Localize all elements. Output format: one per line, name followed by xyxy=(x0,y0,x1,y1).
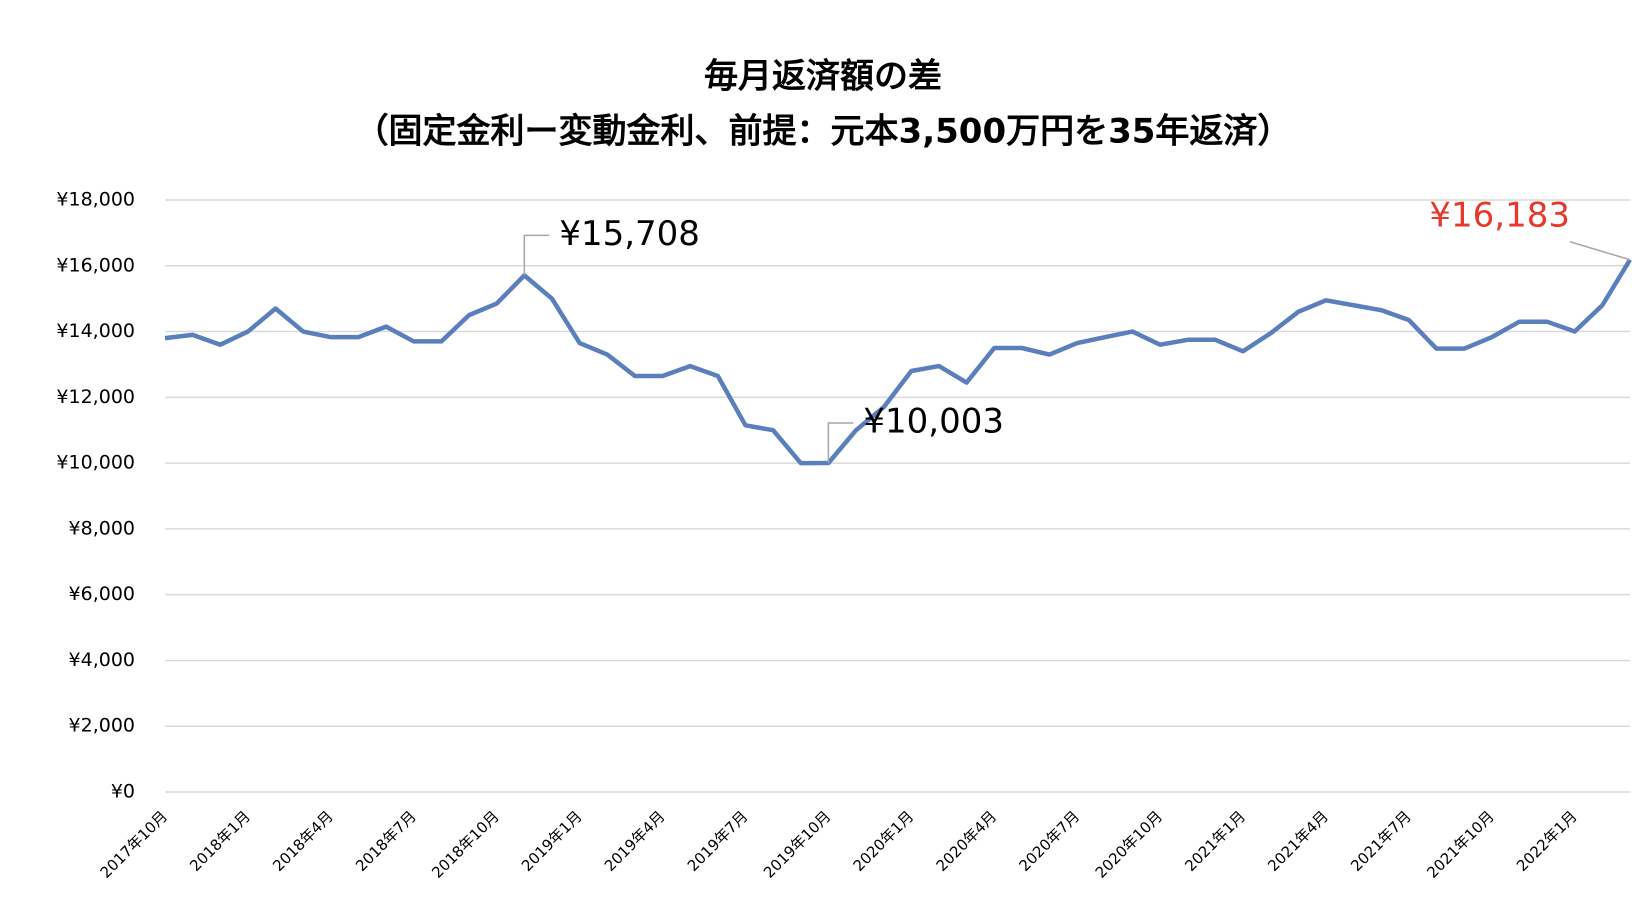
data-line xyxy=(164,258,1632,466)
y-tick-label: ¥0 xyxy=(111,781,135,803)
value-label: ¥16,183 xyxy=(1429,195,1570,235)
x-tick-label: 2019年7月 xyxy=(684,807,752,875)
x-tick-label: 2020年4月 xyxy=(933,807,1001,875)
x-tick-label: 2020年1月 xyxy=(850,807,918,875)
y-tick-label: ¥8,000 xyxy=(69,517,135,539)
x-tick-label: 2018年7月 xyxy=(352,807,420,875)
y-tick-label: ¥6,000 xyxy=(69,583,135,605)
x-tick-label: 2020年10月 xyxy=(1092,807,1166,881)
x-tick-label: 2019年10月 xyxy=(760,807,834,881)
chart-subtitle: （固定金利ー変動金利、前提：元本3,500万円を35年返済） xyxy=(355,112,1292,152)
leader-line xyxy=(827,422,854,464)
x-tick-label: 2017年10月 xyxy=(97,807,171,881)
value-label: ¥15,708 xyxy=(559,214,700,254)
x-tick-label: 2018年4月 xyxy=(269,807,337,875)
chart-title: 毎月返済額の差 xyxy=(704,57,942,97)
x-tick-label: 2018年10月 xyxy=(428,807,502,881)
x-tick-label: 2021年10月 xyxy=(1423,807,1497,881)
y-tick-label: ¥14,000 xyxy=(56,320,135,342)
x-tick-label: 2019年4月 xyxy=(601,807,669,875)
value-label: ¥10,003 xyxy=(863,402,1004,442)
x-tick-label: 2021年1月 xyxy=(1181,807,1249,875)
leader-line xyxy=(1569,241,1631,261)
x-tick-label: 2018年1月 xyxy=(186,807,254,875)
y-tick-label: ¥4,000 xyxy=(69,649,135,671)
y-tick-label: ¥10,000 xyxy=(56,452,135,474)
y-tick-label: ¥12,000 xyxy=(56,386,135,408)
y-tick-label: ¥16,000 xyxy=(56,254,135,276)
y-tick-label: ¥18,000 xyxy=(56,189,135,211)
x-tick-label: 2022年1月 xyxy=(1513,807,1581,875)
x-tick-label: 2019年1月 xyxy=(518,807,586,875)
x-tick-label: 2021年7月 xyxy=(1347,807,1415,875)
x-tick-label: 2020年7月 xyxy=(1015,807,1083,875)
x-tick-label: 2021年4月 xyxy=(1264,807,1332,875)
leader-line xyxy=(523,234,550,276)
y-tick-label: ¥2,000 xyxy=(69,715,135,737)
